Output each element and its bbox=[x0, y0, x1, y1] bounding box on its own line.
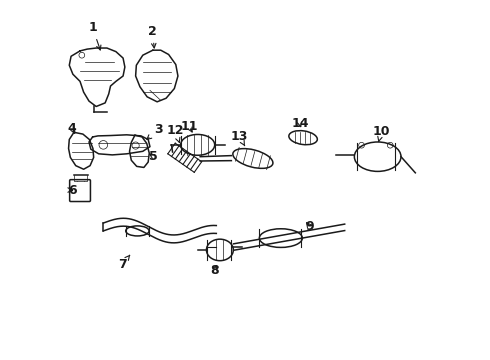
Text: 13: 13 bbox=[231, 130, 248, 146]
Text: 4: 4 bbox=[68, 122, 76, 135]
Text: 9: 9 bbox=[305, 220, 314, 233]
Text: 8: 8 bbox=[210, 264, 219, 277]
Text: 1: 1 bbox=[88, 21, 101, 50]
Text: 12: 12 bbox=[166, 124, 184, 143]
Text: 11: 11 bbox=[181, 121, 198, 134]
Text: 3: 3 bbox=[147, 123, 163, 139]
Text: 6: 6 bbox=[68, 184, 76, 197]
Text: 10: 10 bbox=[372, 125, 390, 141]
Text: 5: 5 bbox=[149, 150, 158, 163]
Text: 14: 14 bbox=[291, 117, 309, 130]
Text: 2: 2 bbox=[148, 25, 157, 48]
Text: 7: 7 bbox=[118, 255, 130, 271]
